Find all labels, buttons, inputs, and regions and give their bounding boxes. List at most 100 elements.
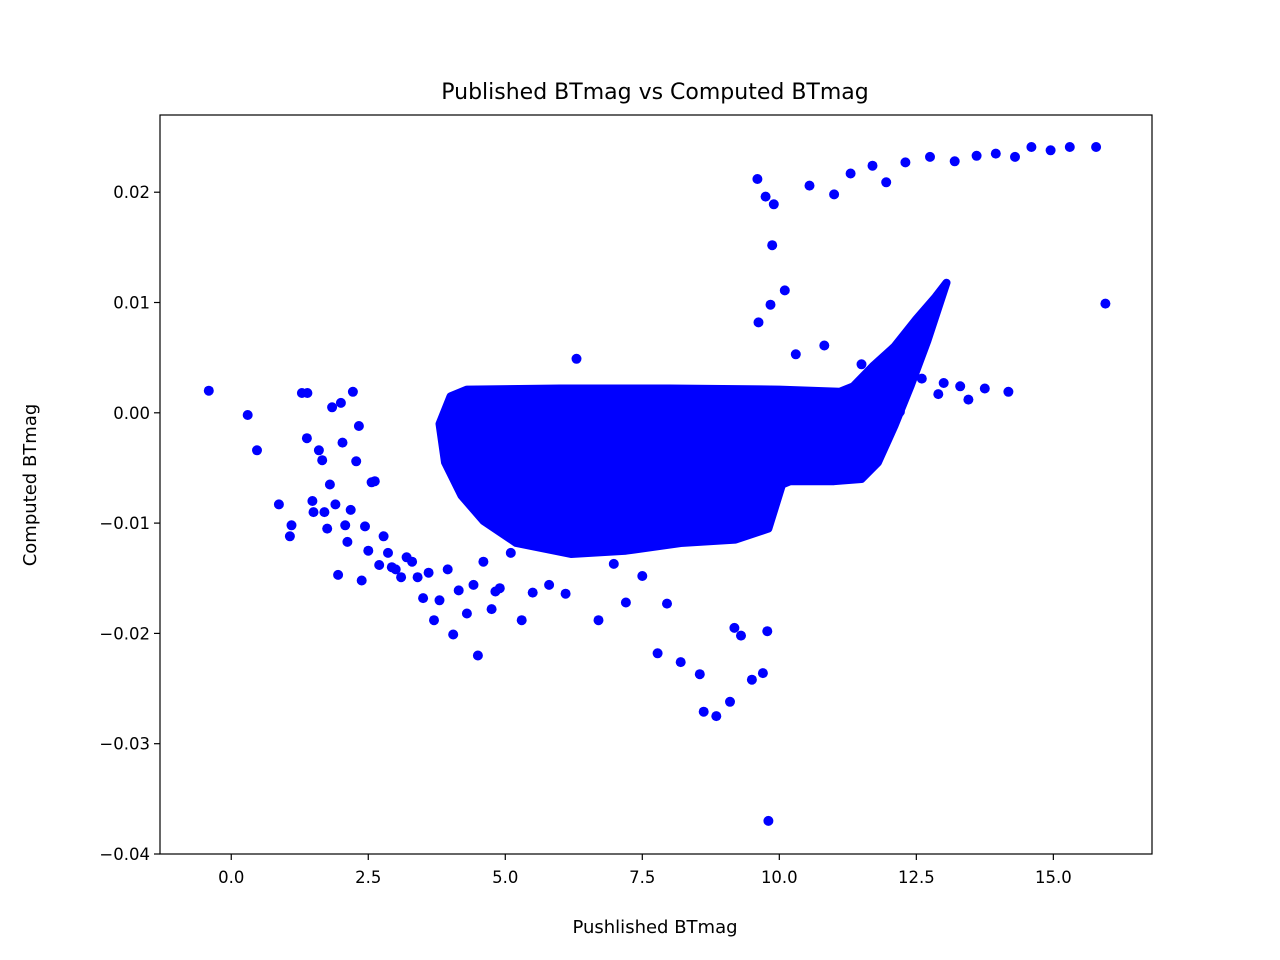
data-point [442,564,453,575]
y-tick-label: −0.01 [99,514,150,533]
data-point [301,433,312,444]
data-point [652,648,663,659]
data-point [242,410,253,420]
data-point [448,629,459,640]
data-point [345,504,356,515]
x-tick-label: 2.5 [355,868,381,887]
data-point [1064,142,1075,152]
data-point [324,479,335,490]
data-point [369,476,380,487]
data-point [374,560,385,570]
data-point [971,150,982,161]
data-point [335,397,346,408]
data-point [768,199,779,210]
data-point [423,567,434,578]
y-axis-label: Computed BTmag [20,404,41,567]
data-point [407,556,418,567]
data-point [662,598,672,609]
data-point [418,593,429,604]
data-point [337,437,348,448]
data-point [736,630,746,641]
data-point [353,421,364,431]
x-tick-label: 5.0 [492,868,518,887]
data-point [925,151,935,162]
data-point [620,597,631,608]
data-point [478,556,489,567]
data-point [333,569,344,580]
data-point [694,669,705,680]
plot-frame [159,114,1153,855]
x-axis-label: Pushlished BTmag [572,917,737,938]
data-point [284,531,295,542]
data-point [286,520,297,531]
scatter-points [203,142,1111,826]
data-point [308,507,319,518]
data-point [571,353,582,364]
data-point [840,399,851,409]
data-point [763,815,774,826]
data-point [856,359,867,370]
data-point [637,571,648,581]
data-point [252,445,262,456]
data-point [867,160,878,171]
data-point [757,668,768,679]
data-point [468,579,479,590]
data-point [1026,142,1037,152]
data-point [494,583,505,594]
data-point [963,394,974,405]
data-point [1100,298,1111,309]
data-point [383,547,393,558]
data-point [461,608,472,619]
data-point [302,388,313,398]
data-point [1091,142,1102,152]
data-point [396,572,407,583]
y-axis: −0.04 −0.03 −0.02 −0.01 0.00 0.01 0.02 [99,183,160,864]
x-axis: 0.0 2.5 5.0 7.5 10.0 12.5 15.0 [218,854,1072,887]
data-point [979,383,990,394]
data-point [760,191,771,202]
data-point [746,674,757,685]
data-point [378,531,389,542]
data-point [434,595,445,606]
data-point [429,615,439,626]
chart-title: Published BTmag vs Computed BTmag [441,80,868,105]
data-point [875,367,886,377]
y-tick-label: 0.00 [113,404,150,423]
data-point [894,406,905,417]
data-point [698,706,709,717]
data-point [307,496,318,506]
data-point [453,585,464,596]
dense-point-region [435,278,951,558]
data-point [938,378,949,388]
data-point [327,402,338,413]
data-point [593,615,604,626]
data-point [273,499,284,510]
data-point [881,177,892,188]
x-tick-label: 12.5 [898,868,935,887]
data-point [790,349,801,360]
data-point [317,455,328,466]
data-point [949,156,960,167]
data-point [322,523,333,534]
data-point [762,626,773,637]
data-point [527,587,538,598]
data-point [725,696,735,707]
data-point [330,499,341,510]
x-tick-label: 7.5 [629,868,655,887]
data-point [1045,145,1056,156]
data-point [752,174,763,184]
data-point [544,579,555,590]
data-point [351,456,362,467]
data-point [342,536,353,547]
data-point [829,189,840,200]
data-point [1010,151,1020,162]
data-point [319,507,330,518]
data-point [360,521,370,532]
data-point [804,180,815,191]
data-point [340,520,351,531]
data-point [819,340,830,351]
data-point [990,148,1001,159]
data-point [890,371,901,382]
y-tick-label: −0.03 [99,735,150,754]
y-tick-label: −0.04 [99,845,150,864]
